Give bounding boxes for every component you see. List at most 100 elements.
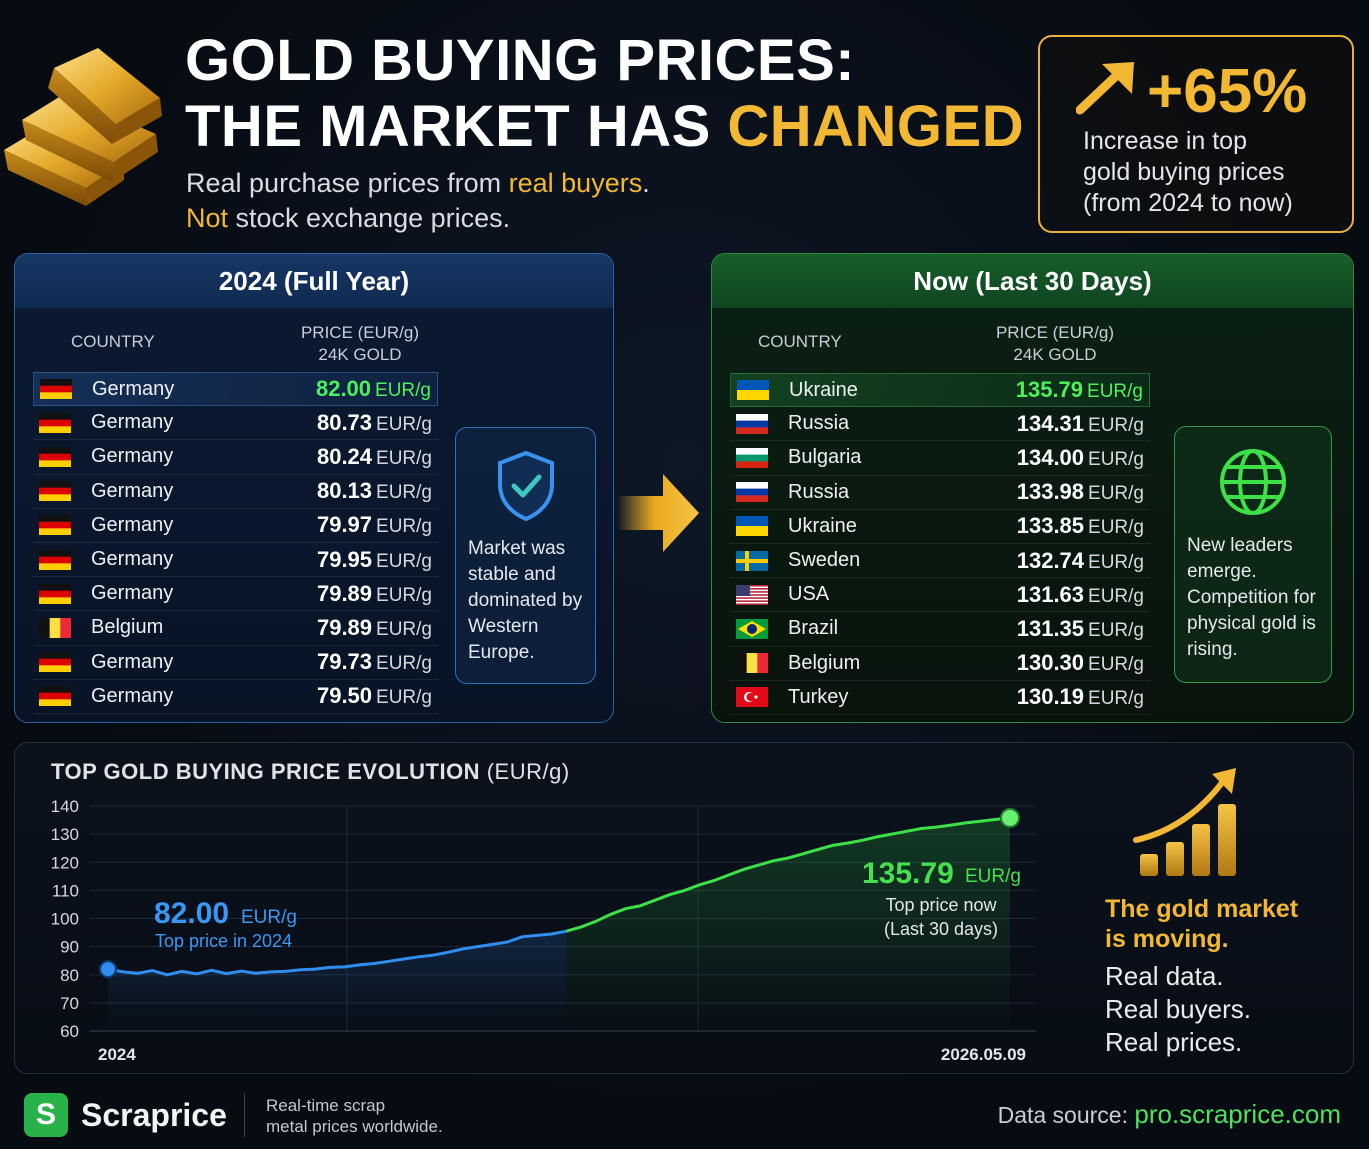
title-line-2-prefix: THE MARKET HAS — [185, 94, 728, 159]
col-country-2024: COUNTRY — [71, 332, 155, 351]
price-value: 79.50 EUR/g — [317, 683, 438, 709]
price-value: 80.73 EUR/g — [317, 410, 438, 436]
note-2024: Market was stable and dominated by Weste… — [455, 427, 596, 684]
flag-de-icon — [40, 379, 72, 400]
title-highlight: CHANGED — [727, 94, 1025, 159]
table-row: Belgium 79.89 EUR/g — [33, 611, 438, 646]
series-area-now — [566, 817, 1010, 1031]
chart-title: TOP GOLD BUYING PRICE EVOLUTION (EUR/g) — [51, 759, 570, 785]
price-value: 79.89 EUR/g — [317, 615, 438, 641]
price-value: 135.79 EUR/g — [1016, 377, 1149, 403]
col-price-now-line-2: 24K GOLD — [1013, 345, 1097, 364]
subtitle-line-1-prefix: Real purchase prices from — [186, 168, 509, 198]
price-value: 79.95 EUR/g — [317, 547, 438, 573]
table-2024: Germany 82.00 EUR/g Germany 80.73 EUR/g German… — [33, 372, 438, 714]
price-value: 80.13 EUR/g — [317, 478, 438, 504]
price-number: 130.19 — [1016, 684, 1085, 710]
price-number: 131.35 — [1016, 615, 1085, 641]
bar-chart-arrow-icon — [1133, 768, 1236, 876]
stat-value: +65% — [1147, 57, 1308, 126]
table-row: Germany 79.97 EUR/g — [33, 509, 438, 543]
subtitle-line-2-suffix: stock exchange prices. — [228, 203, 511, 233]
country-name: Sweden — [788, 549, 861, 572]
price-unit: EUR/g — [1088, 585, 1144, 607]
price-value: 82.00 EUR/g — [316, 376, 437, 402]
flag-us-icon — [736, 584, 768, 605]
price-value: 130.19 EUR/g — [1017, 684, 1150, 710]
country-name: Bulgaria — [788, 446, 862, 469]
stat-line-3: (from 2024 to now) — [1083, 189, 1293, 217]
end-caption-line-2: (Last 30 days) — [884, 919, 998, 939]
price-unit: EUR/g — [1088, 688, 1144, 710]
price-value: 79.97 EUR/g — [317, 512, 438, 538]
col-price-2024: PRICE (EUR/g) 24K GOLD — [295, 322, 425, 366]
price-unit: EUR/g — [376, 482, 432, 504]
panel-now-title: Now (Last 30 Days) — [712, 254, 1353, 308]
logo-icon[interactable]: S — [24, 1093, 68, 1137]
country-name: Turkey — [788, 685, 849, 708]
col-price-2024-line-1: PRICE (EUR/g) — [300, 323, 420, 342]
series-line-now — [565, 816, 1011, 933]
country-name: Germany — [91, 548, 174, 571]
side-line-2: Real buyers. — [1105, 994, 1251, 1024]
country-name: Germany — [91, 479, 174, 502]
brand-name[interactable]: Scraprice — [81, 1097, 227, 1133]
country-name: Brazil — [788, 617, 839, 640]
x-tick-label: 2024 — [98, 1045, 136, 1064]
price-value: 80.24 EUR/g — [317, 444, 438, 470]
table-row: Germany 82.00 EUR/g — [33, 372, 438, 407]
price-unit: EUR/g — [376, 653, 432, 675]
price-value: 132.74 EUR/g — [1017, 548, 1150, 574]
side-line-1: Real data. — [1105, 961, 1224, 991]
flag-de-icon — [39, 686, 71, 707]
country-name: Germany — [91, 445, 174, 468]
price-unit: EUR/g — [1088, 654, 1144, 676]
flag-de-icon — [39, 549, 71, 570]
x-tick-label: 2026.05.09 — [941, 1045, 1026, 1064]
country-name: Ukraine — [789, 378, 858, 401]
price-unit: EUR/g — [376, 550, 432, 572]
y-tick-label: 110 — [52, 881, 79, 900]
price-unit: EUR/g — [376, 618, 432, 640]
footer-divider — [244, 1093, 245, 1137]
price-value: 131.35 EUR/g — [1017, 616, 1150, 642]
brand-tagline: Real-time scrap metal prices worldwide. — [266, 1095, 443, 1137]
y-tick-label: 70 — [60, 994, 79, 1013]
flag-se-icon — [736, 550, 768, 571]
price-number: 80.24 — [316, 443, 373, 469]
flag-de-icon — [39, 412, 71, 433]
start-unit-label: EUR/g — [241, 907, 297, 928]
source-link[interactable]: pro.scraprice.com — [1134, 1099, 1341, 1129]
price-value: 131.63 EUR/g — [1017, 582, 1150, 608]
price-value: 130.30 EUR/g — [1017, 650, 1150, 676]
country-name: Germany — [91, 684, 174, 707]
table-row: Germany 80.24 EUR/g — [33, 440, 438, 475]
country-name: Belgium — [788, 651, 861, 674]
price-unit: EUR/g — [1088, 448, 1144, 470]
side-headline: The gold market is moving. — [1105, 894, 1298, 954]
table-now: Ukraine 135.79 EUR/g Russia 134.31 EUR/g Bulga… — [730, 373, 1150, 715]
data-source: Data source: pro.scraprice.com — [998, 1099, 1341, 1130]
price-unit: EUR/g — [376, 413, 432, 435]
price-number: 82.00 — [315, 376, 372, 402]
price-unit: EUR/g — [375, 380, 431, 402]
table-row: Russia 133.98 EUR/g — [730, 476, 1150, 510]
country-name: Germany — [92, 377, 175, 400]
source-label: Data source: — [997, 1102, 1128, 1128]
stat-description: Increase in top gold buying prices (from… — [1083, 126, 1343, 219]
price-number: 133.98 — [1016, 479, 1085, 505]
table-row: Ukraine 133.85 EUR/g — [730, 510, 1150, 544]
side-headline-line-2: is moving. — [1105, 925, 1229, 953]
flag-ua-icon — [736, 516, 768, 537]
flag-tr-icon — [736, 687, 768, 708]
price-unit: EUR/g — [376, 687, 432, 709]
y-tick-label: 130 — [51, 825, 79, 844]
subtitle-line-2: Not stock exchange prices. — [186, 201, 650, 236]
end-value-label: 135.79 — [862, 857, 954, 890]
side-headline-line-1: The gold market — [1105, 895, 1299, 923]
start-point — [99, 960, 117, 979]
title-line-2: THE MARKET HAS CHANGED — [185, 94, 1024, 160]
note-now: New leaders emerge. Competition for phys… — [1174, 426, 1332, 683]
col-price-now-line-1: PRICE (EUR/g) — [995, 323, 1115, 342]
shield-check-icon — [497, 450, 554, 522]
